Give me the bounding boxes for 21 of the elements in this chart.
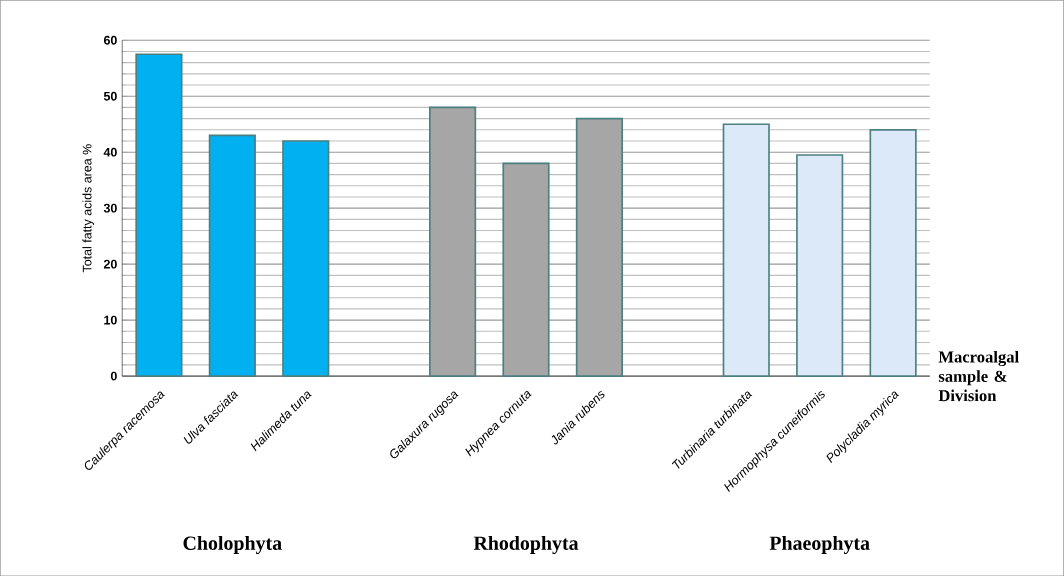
text: Cholophyta (183, 535, 282, 554)
bar (796, 154, 844, 377)
y-tick-label: 0 (110, 371, 117, 381)
bar (135, 53, 183, 377)
bar (282, 140, 330, 377)
bar (869, 128, 917, 377)
y-tick-label: 30 (103, 203, 117, 213)
text: Phaeophyta (769, 535, 870, 554)
bar (722, 123, 770, 377)
y-tick-label: 60 (103, 35, 117, 45)
bar (502, 162, 550, 377)
y-tick-label: 50 (103, 91, 117, 101)
bar (429, 106, 477, 377)
text: Rhodophyta (473, 535, 579, 554)
y-tick-label: 40 (103, 147, 117, 157)
y-axis-title: Total fatty acids area % (82, 144, 94, 273)
bar (208, 134, 256, 377)
bar (575, 117, 624, 377)
x-axis-title: Macroalgal sample & Division (938, 350, 1019, 402)
y-tick-label: 10 (104, 315, 117, 325)
y-tick-label: 20 (103, 259, 117, 269)
